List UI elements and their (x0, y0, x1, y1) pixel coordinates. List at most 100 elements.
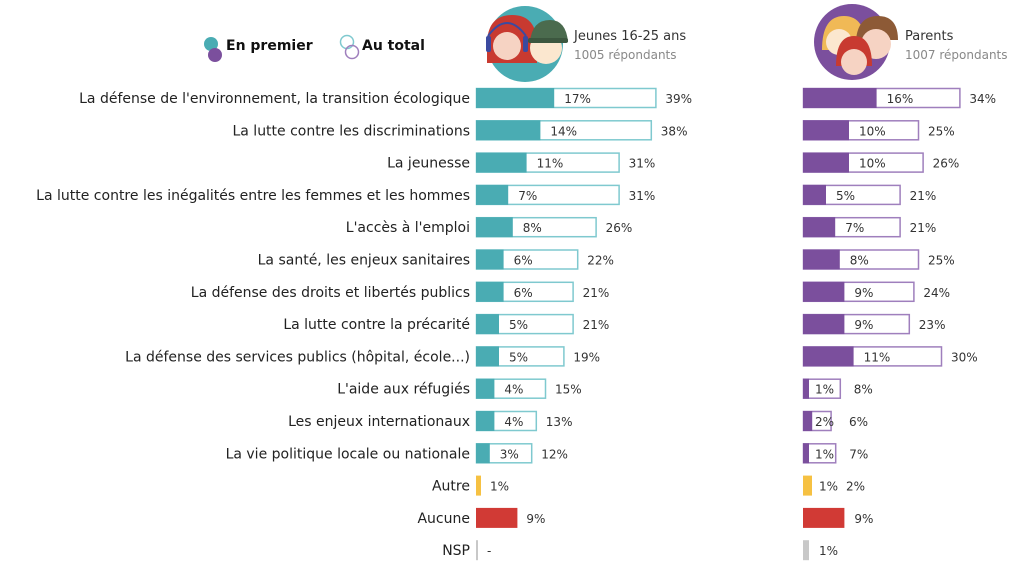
youth-first-bar (476, 281, 504, 302)
parents-first-value: 2% (815, 415, 834, 429)
youth-nsp-bar (476, 540, 478, 561)
legend-first-label: En premier (226, 38, 313, 54)
youth-group-title: Jeunes 16-25 ans (573, 29, 686, 44)
parents-total-value: 25% (928, 124, 955, 138)
youth-first-bar (476, 217, 513, 238)
parents-first-value: 11% (864, 350, 891, 364)
youth-first-bar (476, 346, 499, 367)
youth-autre-bar (476, 475, 481, 496)
category-label: La jeunesse (387, 156, 470, 172)
youth-first-value: 14% (550, 124, 577, 138)
parents-first-value: 9% (854, 318, 873, 332)
chart-row: Autre 1% 1% 2% (432, 475, 865, 496)
youth-first-bar (476, 88, 555, 108)
parents-first-value: 10% (859, 157, 886, 171)
parents-total-value: 34% (969, 92, 996, 106)
youth-first-bar (476, 411, 495, 431)
youth-first-value: 17% (564, 92, 591, 106)
parents-first-bar (803, 249, 840, 270)
chart-row: La défense des services publics (hôpital… (125, 346, 978, 367)
youth-first-value: 5% (509, 350, 528, 364)
chart-row: La vie politique locale ou nationale 3% 12… (226, 443, 868, 464)
parents-first-bar (803, 120, 849, 141)
parents-total-value: 30% (951, 350, 978, 364)
category-label: Aucune (417, 511, 470, 527)
category-label: La vie politique locale ou nationale (226, 446, 470, 462)
parents-first-bar (803, 184, 826, 205)
chart-row: La jeunesse 11% 31% 10% 26% (387, 152, 959, 173)
parents-aucune-bar (803, 507, 845, 528)
youth-total-value: 38% (661, 124, 688, 138)
parents-total-value: 25% (928, 254, 955, 268)
youth-first-bar (476, 378, 495, 399)
parents-first-bar (803, 411, 813, 431)
legend-first-icon (204, 37, 222, 62)
parents-group-subtitle: 1007 répondants (905, 48, 1008, 62)
youth-first-value: 8% (523, 221, 542, 235)
parents-autre-bar (803, 475, 812, 496)
parents-first-bar (803, 281, 845, 302)
parents-first-bar (803, 314, 845, 335)
youth-total-value: 21% (583, 318, 610, 332)
youth-first-value: 3% (500, 447, 519, 461)
chart-row: NSP - 1% (442, 540, 838, 561)
youth-first-value: 7% (518, 189, 537, 203)
chart-row: La défense de l'environnement, la transi… (79, 87, 996, 109)
category-label: La défense de l'environnement, la transi… (79, 91, 470, 107)
category-label: L'accès à l'emploi (346, 220, 470, 236)
youth-first-bar (476, 152, 527, 173)
parents-first-value: 9% (854, 286, 873, 300)
category-label: La défense des droits et libertés public… (191, 285, 470, 301)
parents-aucune-value: 9% (854, 512, 873, 526)
youth-aucune-value: 9% (526, 512, 545, 526)
parents-total-value: 24% (923, 286, 950, 300)
legend-total-label: Au total (362, 38, 425, 54)
parents-total-value: 21% (910, 189, 937, 203)
parents-total-value: 7% (849, 447, 868, 461)
chart-rows: La défense de l'environnement, la transi… (36, 87, 996, 561)
chart-row: La santé, les enjeux sanitaires 6% 22% 8% 25… (258, 249, 955, 270)
parents-nsp-value: 1% (819, 544, 838, 558)
category-label: La lutte contre les discriminations (232, 123, 470, 139)
youth-total-value: 39% (665, 92, 692, 106)
chart-row: Les enjeux internationaux 4% 13% 2% 6% (288, 410, 868, 432)
parents-total-value: 23% (919, 318, 946, 332)
parents-first-value: 1% (815, 383, 834, 397)
youth-total-value: 26% (606, 221, 633, 235)
parents-first-value: 1% (815, 447, 834, 461)
category-label: Les enjeux internationaux (288, 414, 470, 430)
category-label: NSP (442, 543, 470, 559)
category-label: Autre (432, 479, 470, 495)
youth-first-bar (476, 314, 499, 335)
youth-total-value: 31% (629, 189, 656, 203)
youth-header: Jeunes 16-25 ans 1005 répondants (486, 6, 686, 82)
parents-first-value: 10% (859, 124, 886, 138)
parents-total-value: 6% (849, 415, 868, 429)
youth-first-bar (476, 249, 504, 270)
parents-first-value: 7% (845, 221, 864, 235)
youth-total-value: 13% (546, 415, 573, 429)
parents-autre-first-value: 1% (819, 480, 838, 494)
youth-first-bar (476, 443, 490, 464)
youth-first-bar (476, 184, 509, 205)
category-label: L'aide aux réfugiés (337, 382, 470, 398)
youth-first-value: 4% (504, 415, 523, 429)
youth-total-value: 31% (629, 157, 656, 171)
category-label: La défense des services publics (hôpital… (125, 349, 470, 365)
parents-total-value: 8% (854, 383, 873, 397)
category-label: La santé, les enjeux sanitaires (258, 253, 470, 269)
parents-first-value: 8% (850, 254, 869, 268)
parents-group-title: Parents (905, 29, 954, 44)
parents-total-value: 21% (910, 221, 937, 235)
parents-first-bar (803, 346, 854, 367)
category-label: La lutte contre la précarité (283, 317, 470, 333)
parents-first-value: 16% (887, 92, 914, 106)
youth-first-bar (476, 120, 541, 141)
chart-row: La lutte contre la précarité 5% 21% 9% 23% (283, 313, 946, 335)
parents-first-value: 5% (836, 189, 855, 203)
youth-total-value: 15% (555, 383, 582, 397)
youth-group-subtitle: 1005 répondants (574, 48, 677, 62)
chart-row: La défense des droits et libertés public… (191, 281, 950, 303)
youth-total-value: 19% (573, 350, 600, 364)
